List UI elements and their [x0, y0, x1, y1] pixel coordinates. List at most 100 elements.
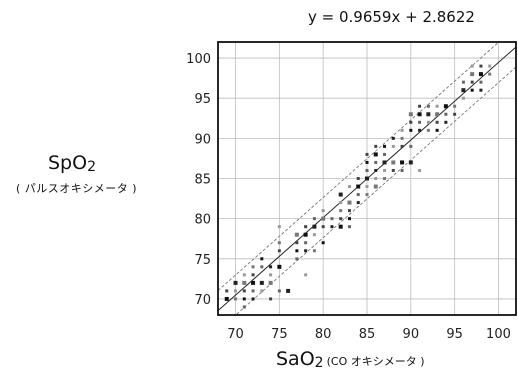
y-tick-label: 85 — [194, 173, 211, 188]
data-point — [251, 297, 255, 301]
data-point — [321, 209, 325, 213]
data-point — [400, 168, 404, 172]
data-point — [488, 64, 492, 68]
data-point — [277, 264, 282, 269]
data-point — [295, 257, 299, 261]
data-point — [453, 104, 457, 108]
data-point — [304, 249, 308, 253]
data-point — [470, 80, 474, 84]
data-point — [418, 128, 422, 132]
data-point — [260, 289, 264, 293]
data-point — [225, 289, 229, 293]
data-point — [277, 241, 281, 245]
data-point — [373, 184, 378, 189]
data-point — [383, 177, 387, 180]
data-point — [294, 232, 299, 237]
data-point — [234, 297, 238, 301]
data-point — [260, 257, 264, 261]
regression-equation: y = 0.9659x + 2.8622 — [308, 8, 475, 26]
data-point — [400, 128, 404, 132]
data-point — [269, 265, 273, 269]
data-point — [365, 185, 369, 189]
x-tick-label: 100 — [486, 327, 511, 342]
data-point — [339, 209, 343, 213]
data-point — [391, 168, 395, 172]
data-point — [365, 152, 369, 156]
data-point — [391, 136, 395, 140]
data-point — [400, 144, 404, 148]
data-point — [365, 160, 369, 164]
y-axis-label: SpO2 — [48, 152, 96, 175]
y-tick-label: 100 — [186, 52, 211, 67]
data-point — [479, 64, 483, 68]
data-point — [444, 112, 448, 116]
data-point — [426, 128, 430, 132]
data-point — [408, 112, 413, 117]
data-point — [242, 273, 246, 277]
data-point — [268, 280, 273, 285]
data-point — [426, 112, 431, 117]
data-point — [224, 296, 229, 301]
data-point — [338, 224, 343, 229]
data-point — [356, 193, 360, 197]
data-point — [251, 280, 256, 285]
x-tick-label: 70 — [227, 327, 244, 342]
data-point — [251, 265, 255, 269]
data-point — [251, 273, 255, 277]
data-point — [304, 241, 308, 245]
data-point — [461, 96, 465, 100]
data-point — [338, 192, 343, 197]
y-tick-label: 90 — [194, 132, 211, 147]
data-point — [277, 249, 281, 253]
data-point — [383, 168, 387, 172]
data-point — [356, 184, 361, 189]
data-point — [470, 72, 475, 77]
plot-frame — [217, 41, 517, 316]
data-point — [470, 64, 474, 68]
x-tick-label: 85 — [359, 327, 376, 342]
data-point — [426, 120, 430, 124]
data-point — [304, 273, 308, 277]
data-point — [444, 120, 448, 124]
data-point — [374, 144, 378, 148]
upper-band-line — [218, 42, 500, 291]
x-tick-label: 90 — [403, 327, 420, 342]
data-point — [339, 217, 343, 221]
data-point — [418, 168, 422, 172]
data-point — [408, 160, 413, 165]
data-point — [295, 241, 299, 245]
data-point — [339, 201, 343, 205]
data-point — [295, 249, 299, 253]
data-point — [470, 88, 474, 92]
data-point — [365, 168, 369, 172]
data-point — [479, 80, 483, 84]
data-point — [347, 200, 352, 205]
data-point — [277, 225, 281, 229]
y-tick-label: 80 — [194, 213, 211, 228]
data-point — [383, 152, 387, 156]
data-point — [312, 217, 316, 221]
data-point — [269, 273, 273, 277]
data-point — [435, 120, 439, 124]
data-point — [461, 88, 466, 93]
data-point — [400, 136, 404, 140]
lower-band-line — [235, 66, 516, 315]
x-tick-label: 95 — [446, 327, 463, 342]
data-point — [321, 241, 325, 245]
data-point — [233, 280, 238, 285]
data-point — [409, 120, 413, 124]
data-point — [347, 225, 351, 229]
data-point — [478, 72, 483, 77]
data-point — [242, 280, 247, 285]
data-point — [417, 112, 422, 117]
data-point — [409, 144, 413, 148]
data-point — [435, 128, 439, 132]
data-point — [242, 297, 246, 301]
data-point — [312, 224, 317, 229]
data-point — [382, 160, 387, 165]
data-point — [312, 249, 316, 253]
data-point — [418, 120, 422, 124]
data-point — [374, 168, 378, 172]
data-point — [356, 201, 360, 205]
